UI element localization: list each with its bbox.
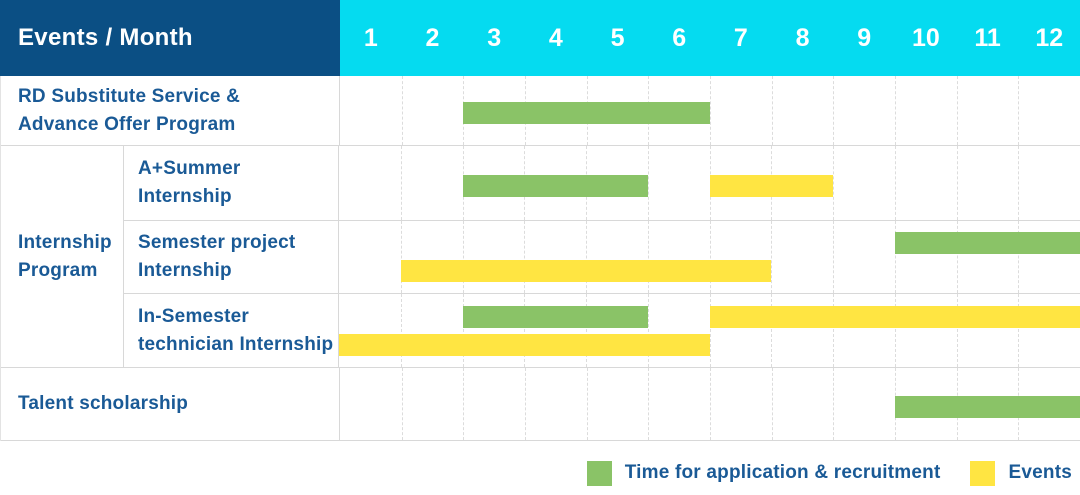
chart-area-in-semester	[339, 294, 1080, 367]
month-gridline	[833, 368, 834, 440]
month-label: 12	[1018, 0, 1080, 76]
month-label: 11	[957, 0, 1019, 76]
row-label-cell: Talent scholarship	[1, 368, 340, 440]
month-gridline	[648, 368, 649, 440]
row-a-summer: A+Summer Internship	[124, 146, 1080, 221]
row-talent-scholarship: Talent scholarship	[1, 368, 1080, 441]
month-label: 9	[833, 0, 895, 76]
row-label-cell: RD Substitute Service & Advance Offer Pr…	[1, 76, 340, 145]
month-label: 1	[340, 0, 402, 76]
chart-area-a-summer	[339, 146, 1080, 220]
legend-label-recruitment: Time for application & recruitment	[625, 462, 941, 484]
month-gridline	[402, 368, 403, 440]
month-gridline	[710, 368, 711, 440]
events-month-header-cell: Events / Month	[0, 0, 340, 76]
row-label-line: Internship	[138, 257, 295, 285]
month-gridline	[957, 146, 958, 220]
recruitment-bar	[463, 306, 648, 328]
row-label-line: Talent scholarship	[18, 390, 188, 418]
row-label-line: Semester project	[138, 229, 295, 257]
recruitment-bar	[895, 396, 1080, 418]
month-gridline	[401, 146, 402, 220]
month-gridline	[525, 368, 526, 440]
group-label-line: Internship	[18, 229, 112, 257]
row-label-line: In-Semester	[138, 303, 333, 331]
row-rd-substitute: RD Substitute Service & Advance Offer Pr…	[1, 76, 1080, 146]
row-label-line: technician Internship	[138, 331, 333, 359]
recruitment-color-swatch	[587, 461, 612, 486]
event-color-swatch	[970, 461, 995, 486]
month-label: 7	[710, 0, 772, 76]
row-in-semester: In-Semester technician Internship	[124, 294, 1080, 367]
month-gridline	[648, 146, 649, 220]
legend-item-recruitment: Time for application & recruitment	[587, 461, 941, 486]
month-gridline	[833, 76, 834, 145]
row-label-line: RD Substitute Service &	[18, 83, 240, 111]
month-label: 6	[648, 0, 710, 76]
month-gridline	[587, 368, 588, 440]
chart-area-talent	[340, 368, 1080, 440]
row-label: Talent scholarship	[18, 390, 188, 418]
legend-label-events: Events	[1008, 462, 1072, 484]
month-label: 3	[463, 0, 525, 76]
month-gridline	[1018, 146, 1019, 220]
group-rows: A+Summer Internship Semester project Int…	[124, 146, 1080, 367]
recruitment-bar	[463, 102, 710, 124]
month-gridline	[402, 76, 403, 145]
month-gridline	[1018, 76, 1019, 145]
month-label: 2	[402, 0, 464, 76]
month-gridline	[771, 221, 772, 293]
row-label: RD Substitute Service & Advance Offer Pr…	[18, 83, 240, 138]
month-gridline	[833, 146, 834, 220]
group-label-line: Program	[18, 257, 112, 285]
row-group-internship-program: Internship Program A+Summer Internship	[1, 146, 1080, 368]
recruitment-bar	[463, 175, 648, 197]
event-bar	[710, 306, 1080, 328]
row-label: Semester project Internship	[138, 229, 295, 284]
event-bar	[339, 334, 710, 356]
recruitment-bar	[895, 232, 1080, 254]
month-label: 5	[587, 0, 649, 76]
row-label-cell: A+Summer Internship	[124, 146, 339, 220]
legend-item-events: Events	[970, 461, 1072, 486]
row-label-line: Advance Offer Program	[18, 111, 240, 139]
row-semester-project: Semester project Internship	[124, 221, 1080, 294]
month-gridline	[710, 76, 711, 145]
row-label-line: Internship	[138, 183, 240, 211]
row-label-cell: In-Semester technician Internship	[124, 294, 339, 367]
group-label-cell: Internship Program	[1, 146, 124, 367]
month-gridline	[772, 76, 773, 145]
table-title: Events / Month	[18, 24, 193, 52]
group-label: Internship Program	[18, 229, 112, 284]
gantt-body: RD Substitute Service & Advance Offer Pr…	[0, 76, 1080, 441]
month-gridline	[895, 146, 896, 220]
row-label-line: A+Summer	[138, 155, 240, 183]
row-label-cell: Semester project Internship	[124, 221, 339, 293]
month-gridline	[957, 76, 958, 145]
month-gridline	[463, 368, 464, 440]
row-label: A+Summer Internship	[138, 155, 240, 210]
month-label: 8	[772, 0, 834, 76]
month-label: 10	[895, 0, 957, 76]
month-gridline	[772, 368, 773, 440]
event-bar	[710, 175, 834, 197]
month-gridline	[895, 76, 896, 145]
event-bar	[401, 260, 772, 282]
chart-area-semester-project	[339, 221, 1080, 293]
month-label: 4	[525, 0, 587, 76]
chart-area-rd	[340, 76, 1080, 145]
legend: Time for application & recruitment Event…	[587, 451, 1072, 495]
row-label: In-Semester technician Internship	[138, 303, 333, 358]
month-gridline	[833, 221, 834, 293]
